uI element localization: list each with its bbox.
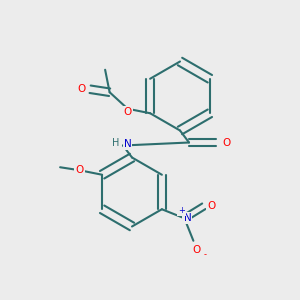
Text: O: O [222,137,231,148]
Text: H: H [112,137,119,148]
Text: N: N [184,213,191,223]
Text: +: + [178,206,185,215]
Text: O: O [124,107,132,117]
Text: O: O [207,201,215,211]
Text: O: O [192,245,200,255]
Text: -: - [204,250,207,259]
Text: O: O [77,84,85,94]
Text: N: N [124,139,131,149]
Text: O: O [76,165,84,175]
